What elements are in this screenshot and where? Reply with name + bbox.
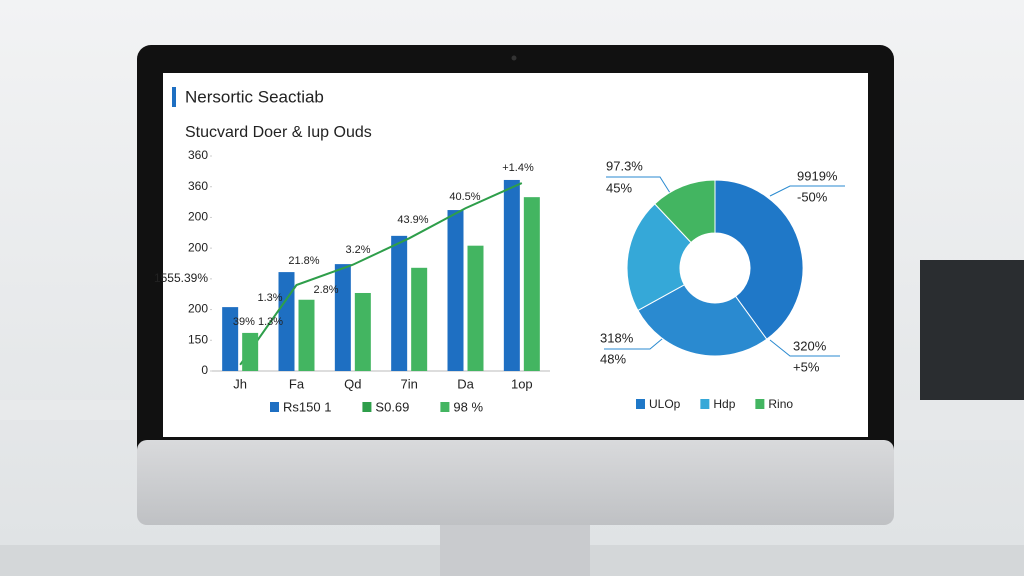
bar [354, 292, 371, 371]
data-label: 320% [793, 338, 827, 353]
bar [334, 264, 351, 371]
bar [523, 197, 540, 371]
pie-slice [637, 284, 768, 357]
y-tick-label: 200 [188, 302, 208, 316]
data-label: 3.2% [345, 244, 370, 256]
title-accent [172, 87, 176, 107]
x-tick-label: Fa [289, 376, 305, 391]
bar [467, 245, 484, 371]
data-label: +1.4% [502, 162, 534, 174]
bar [222, 307, 239, 371]
data-label: 2.8% [313, 284, 338, 296]
legend-label: Rino [768, 397, 793, 411]
legend-swatch [636, 399, 645, 409]
background-monitor [920, 260, 1024, 400]
pie-slice [654, 179, 716, 244]
stand [440, 520, 590, 576]
data-label: 21.8% [288, 255, 319, 267]
bar [503, 179, 520, 371]
data-label: 1.3% [257, 292, 282, 304]
data-label: 45% [606, 180, 632, 195]
data-label: 9919% [797, 168, 838, 183]
x-tick-label: Da [457, 376, 474, 391]
legend-swatch [440, 402, 450, 412]
camera [511, 55, 517, 61]
y-tick-label: 1555.39% [154, 271, 208, 285]
legend-swatch [362, 402, 372, 412]
legend-label: Hdp [713, 397, 735, 411]
data-label: -50% [797, 189, 828, 204]
bar [298, 299, 315, 371]
legend-swatch [700, 399, 710, 409]
data-label: 43.9% [397, 214, 428, 226]
y-tick-label: 200 [188, 240, 208, 254]
data-label: 40.5% [449, 191, 480, 203]
desk-right [900, 400, 1024, 440]
desk-left [0, 400, 130, 420]
data-label: 97.3% [606, 158, 643, 173]
legend-label: 98 % [453, 399, 483, 414]
line [239, 182, 523, 366]
data-label: 48% [600, 351, 626, 366]
pie-leaders [604, 176, 845, 357]
data-label: +5% [793, 359, 820, 374]
y-tick-label: 360 [188, 148, 208, 162]
subtitle: Stucvard Doer & Iup Ouds [185, 124, 372, 141]
bar [447, 210, 464, 371]
bar [242, 332, 259, 371]
y-tick-label: 150 [188, 332, 208, 346]
x-tick-label: 7in [400, 376, 417, 391]
bar [391, 235, 408, 371]
pie-slice [714, 179, 804, 340]
y-tick-label: 200 [188, 210, 208, 224]
x-tick-label: Qd [344, 376, 361, 391]
chin [137, 440, 894, 525]
legend-label: Rs150 1 [283, 399, 331, 414]
pie-slice [626, 203, 692, 312]
x-tick-label: 1op [511, 376, 533, 391]
legend-swatch [755, 399, 765, 409]
bar [278, 272, 295, 371]
legend-label: ULOp [649, 397, 681, 411]
data-label: 318% [600, 330, 634, 345]
x-tick-label: Jh [233, 376, 247, 391]
title: Nersortic Seactiab [185, 87, 324, 106]
y-tick-label: 0 [201, 363, 208, 377]
data-label: 39% 1.3% [233, 316, 283, 328]
legend-label: S0.69 [375, 399, 409, 414]
bar [411, 267, 428, 371]
y-tick-label: 360 [188, 179, 208, 193]
legend-swatch [270, 402, 279, 412]
